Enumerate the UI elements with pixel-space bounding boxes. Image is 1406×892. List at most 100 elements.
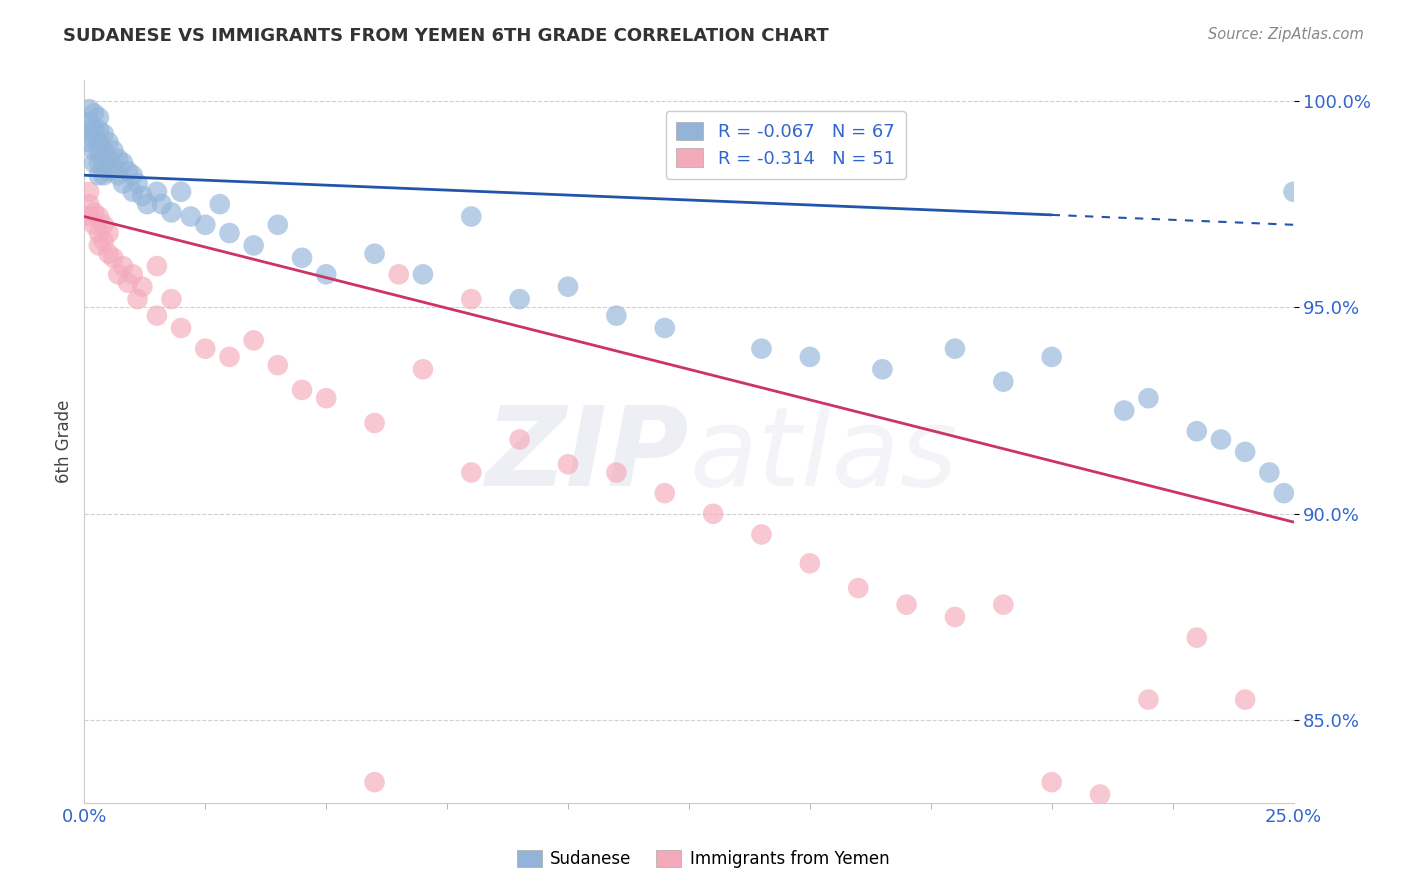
Point [87, 111, 110, 125]
Point [509, 433, 531, 447]
Point [97, 152, 120, 166]
Point [103, 144, 125, 158]
Point [1209, 433, 1232, 447]
Point [751, 527, 773, 541]
Point [846, 581, 869, 595]
Point [83, 205, 105, 219]
Point [87, 238, 110, 252]
Point [460, 466, 482, 480]
Point [121, 268, 143, 282]
Point [993, 375, 1015, 389]
Point [146, 309, 169, 323]
Point [1272, 486, 1295, 500]
Point [77, 197, 100, 211]
Point [557, 457, 579, 471]
Point [170, 185, 193, 199]
Point [208, 197, 231, 211]
Point [1234, 692, 1257, 706]
Point [107, 168, 129, 182]
Point [896, 598, 918, 612]
Point [654, 321, 676, 335]
Legend: Sudanese, Immigrants from Yemen: Sudanese, Immigrants from Yemen [510, 843, 896, 875]
Point [654, 486, 676, 500]
Point [1137, 391, 1160, 405]
Point [97, 246, 120, 260]
Point [315, 268, 337, 282]
Point [93, 168, 115, 182]
Point [1234, 445, 1257, 459]
Point [77, 210, 100, 224]
Point [83, 131, 105, 145]
Point [160, 292, 183, 306]
Point [363, 416, 385, 430]
Point [83, 106, 105, 120]
Point [194, 218, 217, 232]
Point [1185, 631, 1208, 645]
Point [751, 342, 773, 356]
Point [799, 350, 821, 364]
Text: ZIP: ZIP [485, 402, 689, 509]
Text: atlas: atlas [689, 402, 957, 509]
Point [87, 226, 110, 240]
Point [103, 160, 125, 174]
Point [103, 251, 125, 265]
Point [1040, 350, 1063, 364]
Point [412, 362, 434, 376]
Point [93, 127, 115, 141]
Point [460, 210, 482, 224]
Point [117, 164, 139, 178]
Point [509, 292, 531, 306]
Point [112, 177, 135, 191]
Point [93, 156, 115, 170]
Point [315, 391, 337, 405]
Point [1114, 403, 1136, 417]
Point [412, 268, 434, 282]
Point [1040, 775, 1063, 789]
Point [97, 226, 120, 240]
Point [1137, 692, 1160, 706]
Point [218, 350, 240, 364]
Point [97, 135, 120, 149]
Point [97, 164, 120, 178]
Point [993, 598, 1015, 612]
Point [242, 238, 264, 252]
Point [127, 292, 149, 306]
Point [267, 358, 290, 372]
Point [605, 309, 627, 323]
Point [218, 226, 240, 240]
Point [87, 168, 110, 182]
Point [388, 268, 411, 282]
Point [131, 189, 153, 203]
Point [83, 144, 105, 158]
Point [83, 156, 105, 170]
Point [117, 276, 139, 290]
Point [93, 144, 115, 158]
Point [363, 775, 385, 789]
Point [1185, 424, 1208, 438]
Point [93, 218, 115, 232]
Point [872, 362, 894, 376]
Point [363, 246, 385, 260]
Point [107, 268, 129, 282]
Point [943, 342, 966, 356]
Point [460, 292, 482, 306]
Point [136, 197, 159, 211]
Point [160, 205, 183, 219]
Point [702, 507, 724, 521]
Point [93, 235, 115, 249]
Point [150, 197, 173, 211]
Point [943, 610, 966, 624]
Point [112, 259, 135, 273]
Point [77, 102, 100, 116]
Point [242, 334, 264, 348]
Point [87, 156, 110, 170]
Point [267, 218, 290, 232]
Point [1258, 466, 1281, 480]
Point [605, 466, 627, 480]
Point [557, 279, 579, 293]
Point [83, 218, 105, 232]
Point [1282, 185, 1305, 199]
Point [146, 259, 169, 273]
Point [180, 210, 202, 224]
Point [87, 135, 110, 149]
